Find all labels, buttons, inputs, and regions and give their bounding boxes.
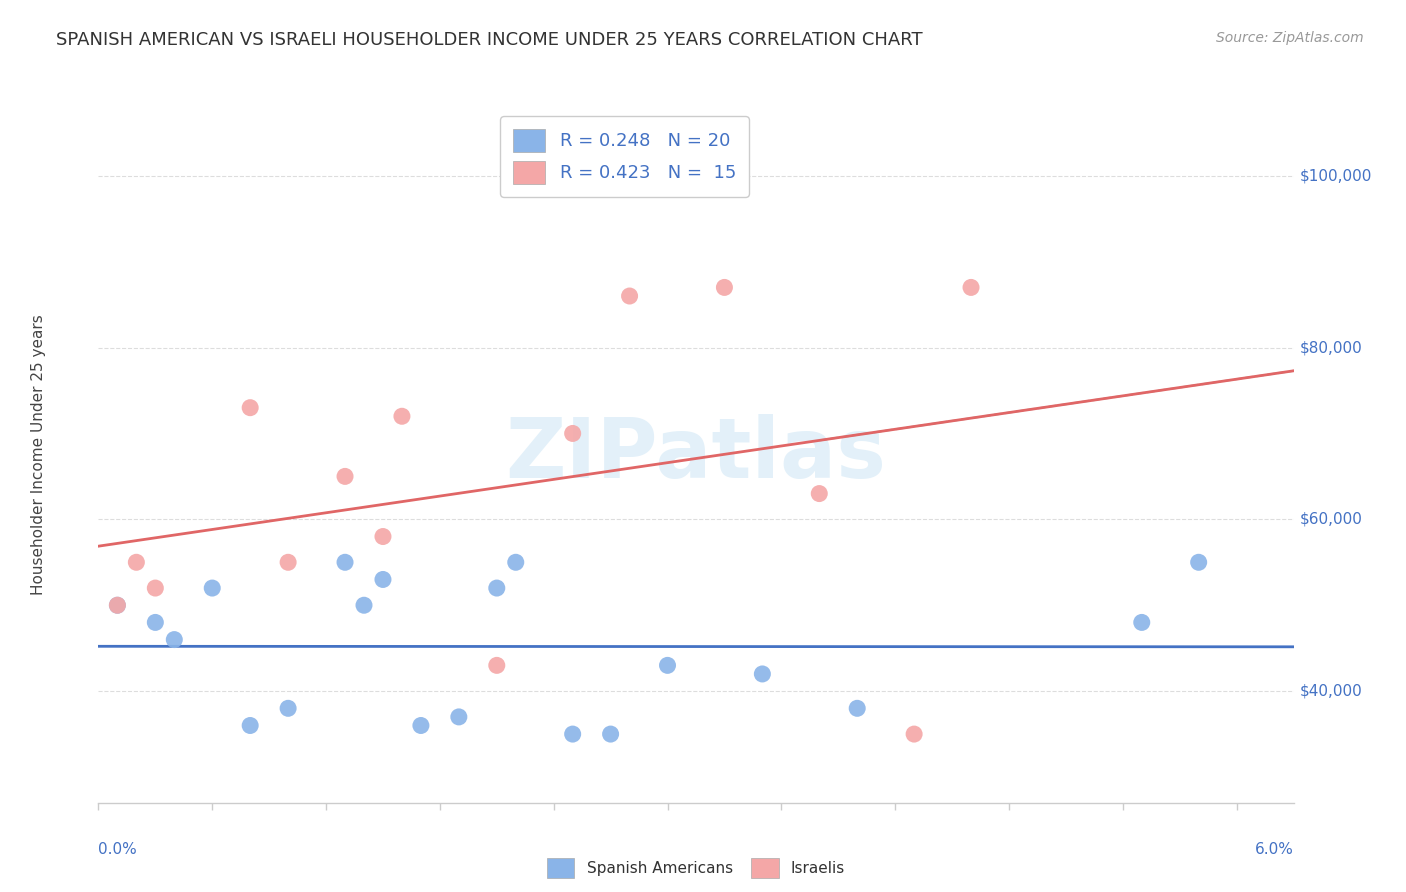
Point bbox=[239, 718, 262, 732]
Point bbox=[125, 555, 148, 569]
Text: 0.0%: 0.0% bbox=[98, 842, 138, 856]
Point bbox=[485, 581, 508, 595]
Point bbox=[561, 727, 583, 741]
Point bbox=[713, 280, 735, 294]
Point bbox=[619, 289, 641, 303]
Point bbox=[353, 599, 375, 613]
Point bbox=[143, 581, 166, 595]
Legend: Spanish Americans, Israelis: Spanish Americans, Israelis bbox=[540, 851, 852, 886]
Text: SPANISH AMERICAN VS ISRAELI HOUSEHOLDER INCOME UNDER 25 YEARS CORRELATION CHART: SPANISH AMERICAN VS ISRAELI HOUSEHOLDER … bbox=[56, 31, 922, 49]
Point bbox=[1188, 555, 1211, 569]
Text: ZIPatlas: ZIPatlas bbox=[506, 415, 886, 495]
Point bbox=[808, 486, 831, 500]
Point bbox=[1130, 615, 1153, 630]
Point bbox=[561, 426, 583, 441]
Point bbox=[903, 727, 925, 741]
Point bbox=[239, 401, 262, 415]
Text: $40,000: $40,000 bbox=[1299, 683, 1362, 698]
Point bbox=[505, 555, 527, 569]
Text: 6.0%: 6.0% bbox=[1254, 842, 1294, 856]
Text: Householder Income Under 25 years: Householder Income Under 25 years bbox=[31, 315, 46, 595]
Point bbox=[163, 632, 186, 647]
Point bbox=[751, 667, 773, 681]
Point bbox=[201, 581, 224, 595]
Point bbox=[371, 529, 394, 543]
Point bbox=[371, 573, 394, 587]
Point bbox=[105, 599, 128, 613]
Point bbox=[447, 710, 470, 724]
Point bbox=[105, 599, 128, 613]
Point bbox=[485, 658, 508, 673]
Text: $60,000: $60,000 bbox=[1299, 512, 1362, 527]
Point bbox=[657, 658, 679, 673]
Point bbox=[143, 615, 166, 630]
Point bbox=[409, 718, 432, 732]
Text: Source: ZipAtlas.com: Source: ZipAtlas.com bbox=[1216, 31, 1364, 45]
Point bbox=[846, 701, 869, 715]
Point bbox=[960, 280, 983, 294]
Text: $80,000: $80,000 bbox=[1299, 340, 1362, 355]
Point bbox=[277, 555, 299, 569]
Point bbox=[277, 701, 299, 715]
Point bbox=[333, 469, 356, 483]
Point bbox=[599, 727, 621, 741]
Text: $100,000: $100,000 bbox=[1299, 169, 1372, 183]
Point bbox=[391, 409, 413, 424]
Point bbox=[333, 555, 356, 569]
